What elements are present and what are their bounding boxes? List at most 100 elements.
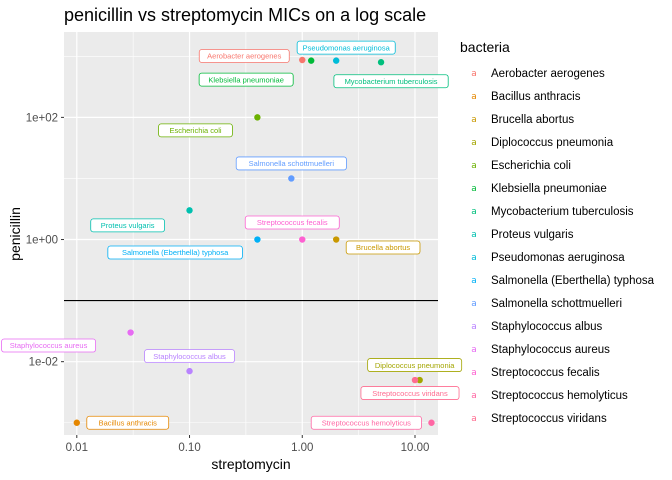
plot-panel [64,32,438,435]
legend-item-brucella-abortus: a Brucella abortus [471,114,574,126]
point-label-streptococcus-viridans: Streptococcus viridans [360,386,460,400]
legend-label: Streptococcus fecalis [491,367,600,379]
legend-key: a [471,184,477,194]
legend-item-proteus-vulgaris: a Proteus vulgaris [471,229,573,241]
label-text: Pseudomonas aeruginosa [303,43,391,52]
legend-key: a [471,276,477,286]
legend-label: Salmonella (Eberthella) typhosa [491,275,655,287]
label-text: Staphylococcus albus [153,352,226,361]
legend-item-salmonella-eberthella-typhosa: a Salmonella (Eberthella) typhosa [471,275,654,287]
legend-key: a [471,230,477,240]
point-label-brucella-abortus: Brucella abortus [345,240,421,255]
label-box [86,415,170,430]
legend-item-diplococcus-pneumonia: a Diplococcus pneumonia [471,137,613,149]
legend-label: Streptococcus hemolyticus [491,390,628,402]
chart-title: penicillin vs streptomycin MICs on a log… [64,5,426,25]
point-label-escherichia-coli: Escherichia coli [158,123,233,138]
legend-key: a [471,69,477,79]
legend-title: bacteria [460,39,510,55]
label-text: Streptococcus hemolyticus [322,418,411,427]
point-label-staphylococcus-aureus: Staphylococcus aureus [1,338,96,353]
y-tick-label: 1e+02 [26,112,58,124]
point-label-klebsiella-pneumoniae: Klebsiella pneumoniae [198,72,294,87]
point-bacillus-anthracis [73,419,80,426]
label-text: Salmonella schottmuelleri [249,159,335,168]
point-diplococcus-pneumonia [416,376,423,384]
legend-label: Pseudomonas aeruginosa [491,252,625,264]
point-streptococcus-fecalis [299,236,306,243]
legend-item-bacillus-anthracis: a Bacillus anthracis [471,91,580,103]
legend-item-salmonella-schottmuelleri: a Salmonella schottmuelleri [471,298,622,310]
point-aerobacter-aerogenes [299,56,306,64]
legend-item-escherichia-coli: a Escherichia coli [471,160,571,172]
legend-label: Salmonella schottmuelleri [491,298,622,310]
x-tick-label: 0.01 [66,442,88,454]
y-tick-label: 1e-02 [29,357,58,369]
label-text: Aerobacter aerogenes [207,52,281,61]
legend-key: a [471,207,477,217]
label-box [296,40,396,55]
legend-item-klebsiella-pneumoniae: a Klebsiella pneumoniae [471,183,606,195]
label-box [360,386,460,400]
legend-label: Escherichia coli [491,160,571,172]
label-box [345,240,421,255]
point-escherichia-coli [254,114,261,121]
legend-item-streptococcus-hemolyticus: a Streptococcus hemolyticus [471,390,628,402]
label-text: Salmonella (Eberthella) typhosa [122,248,229,257]
point-label-proteus-vulgaris: Proteus vulgaris [90,218,165,233]
label-box [90,218,165,233]
legend-item-staphylococcus-albus: a Staphylococcus albus [471,321,602,333]
legend-key: a [471,253,477,263]
point-label-diplococcus-pneumonia: Diplococcus pneumonia [367,358,463,372]
point-label-pseudomonas-aeruginosa: Pseudomonas aeruginosa [296,40,396,55]
legend-key: a [471,161,477,171]
legend: a Aerobacter aerogenes a Bacillus anthracis… [471,68,654,425]
y-axis-ticks: 1e-02 1e+00 1e+02 [26,112,64,369]
legend-label: Streptococcus viridans [491,413,607,425]
label-text: Streptococcus fecalis [257,218,328,227]
point-label-streptococcus-hemolyticus: Streptococcus hemolyticus [310,415,422,430]
legend-item-pseudomonas-aeruginosa: a Pseudomonas aeruginosa [471,252,625,264]
label-text: Streptococcus viridans [372,389,448,398]
label-text: Diplococcus pneumonia [375,361,455,370]
label-text: Staphylococcus aureus [10,341,88,350]
point-label-bacillus-anthracis: Bacillus anthracis [86,415,170,430]
point-pseudomonas-aeruginosa [332,57,340,64]
x-axis-ticks: 0.01 0.10 1.00 10.00 [66,435,430,454]
x-tick-label: 10.00 [401,442,430,454]
legend-label: Diplococcus pneumonia [491,137,614,149]
grid-major [64,32,438,435]
point-staphylococcus-albus [186,367,193,375]
point-label-staphylococcus-albus: Staphylococcus albus [144,349,235,364]
legend-label: Klebsiella pneumoniae [491,183,607,195]
legend-item-mycobacterium-tuberculosis: a Mycobacterium tuberculosis [471,206,634,218]
point-label-aerobacter-aerogenes: Aerobacter aerogenes [198,49,290,63]
label-text: Escherichia coli [169,126,221,135]
legend-item-staphylococcus-aureus: a Staphylococcus aureus [471,344,610,356]
legend-label: Staphylococcus albus [491,321,602,333]
label-box [144,349,235,364]
x-axis-title: streptomycin [211,456,290,472]
point-labels: Aerobacter aerogenes Bacillus anthracis Br… [1,40,463,430]
label-box [1,338,96,353]
point-streptococcus-hemolyticus [428,419,435,426]
legend-key: a [471,92,477,102]
point-label-salmonella-schottmuelleri: Salmonella schottmuelleri [235,156,347,171]
legend-key: a [471,138,477,148]
legend-key: a [471,391,477,401]
point-label-salmonella-eberthella-typhosa: Salmonella (Eberthella) typhosa [107,245,243,260]
label-text: Bacillus anthracis [99,418,158,427]
x-tick-label: 0.10 [178,442,200,454]
point-streptococcus-viridans [411,376,419,384]
label-box [107,245,243,260]
legend-label: Staphylococcus aureus [491,344,610,356]
point-staphylococcus-aureus [127,329,134,336]
label-text: Mycobacterium tuberculosis [345,77,438,86]
y-tick-label: 1e+00 [26,235,58,247]
label-box [367,358,463,372]
y-axis-title: penicillin [7,207,23,261]
label-box [310,415,422,430]
label-box [244,215,340,230]
label-box [158,123,233,138]
